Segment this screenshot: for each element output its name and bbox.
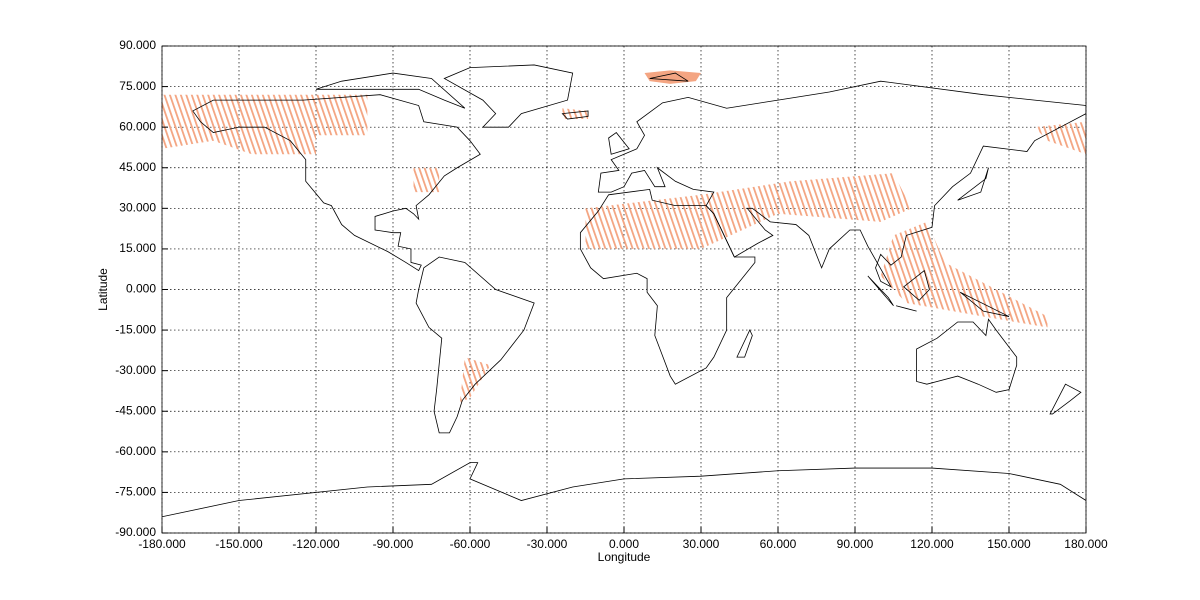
hatched-regions <box>162 70 1086 404</box>
coastlines <box>162 65 1086 517</box>
region <box>1034 121 1086 155</box>
coastline <box>598 81 1086 287</box>
region <box>880 221 1048 328</box>
coastline <box>193 95 480 271</box>
region <box>562 108 589 120</box>
plot-frame <box>161 45 1087 534</box>
y-tick-label: -90.000 <box>115 525 156 539</box>
region <box>162 94 368 155</box>
y-tick-label: -60.000 <box>115 444 156 458</box>
y-tick-label: -45.000 <box>115 403 156 417</box>
coastline <box>444 65 572 127</box>
x-tick-label: 0.000 <box>609 537 639 551</box>
region <box>644 70 701 84</box>
x-tick-label: 30.000 <box>683 537 720 551</box>
x-tick-label: 150.000 <box>987 537 1031 551</box>
region <box>459 357 491 404</box>
coastline <box>316 73 465 108</box>
x-tick-label: -150.000 <box>215 537 263 551</box>
region <box>585 173 912 249</box>
x-tick-label: -30.000 <box>527 537 568 551</box>
x-tick-label: 180.000 <box>1064 537 1108 551</box>
x-axis-label: Longitude <box>598 550 651 564</box>
y-tick-label: 90.000 <box>119 38 156 52</box>
y-tick-label: 45.000 <box>119 160 156 174</box>
x-tick-label: 90.000 <box>837 537 874 551</box>
y-tick-label: 30.000 <box>119 201 156 215</box>
region <box>413 167 440 193</box>
x-tick-label: -60.000 <box>450 537 491 551</box>
coastline <box>562 73 1080 414</box>
x-tick-label: -180.000 <box>138 537 186 551</box>
geography <box>162 65 1086 517</box>
coastline <box>580 189 755 384</box>
coastline <box>162 463 1086 517</box>
x-tick-label: -120.000 <box>292 537 340 551</box>
coastline <box>416 257 534 433</box>
x-tick-label: -90.000 <box>373 537 414 551</box>
y-tick-label: 15.000 <box>119 241 156 255</box>
x-tick-label: 120.000 <box>910 537 954 551</box>
y-tick-label: 60.000 <box>119 119 156 133</box>
y-tick-label: 0.000 <box>126 282 156 296</box>
axes: -180.000 -150.000 -120.000 -90.000 -60.000 -3… <box>115 38 1108 551</box>
x-tick-label: 60.000 <box>760 537 797 551</box>
y-tick-label: -75.000 <box>115 485 156 499</box>
y-tick-label: -30.000 <box>115 363 156 377</box>
y-tick-label: -15.000 <box>115 322 156 336</box>
y-axis-label: Latitude <box>96 268 110 311</box>
coastline <box>917 319 1017 392</box>
y-tick-label: 75.000 <box>119 79 156 93</box>
